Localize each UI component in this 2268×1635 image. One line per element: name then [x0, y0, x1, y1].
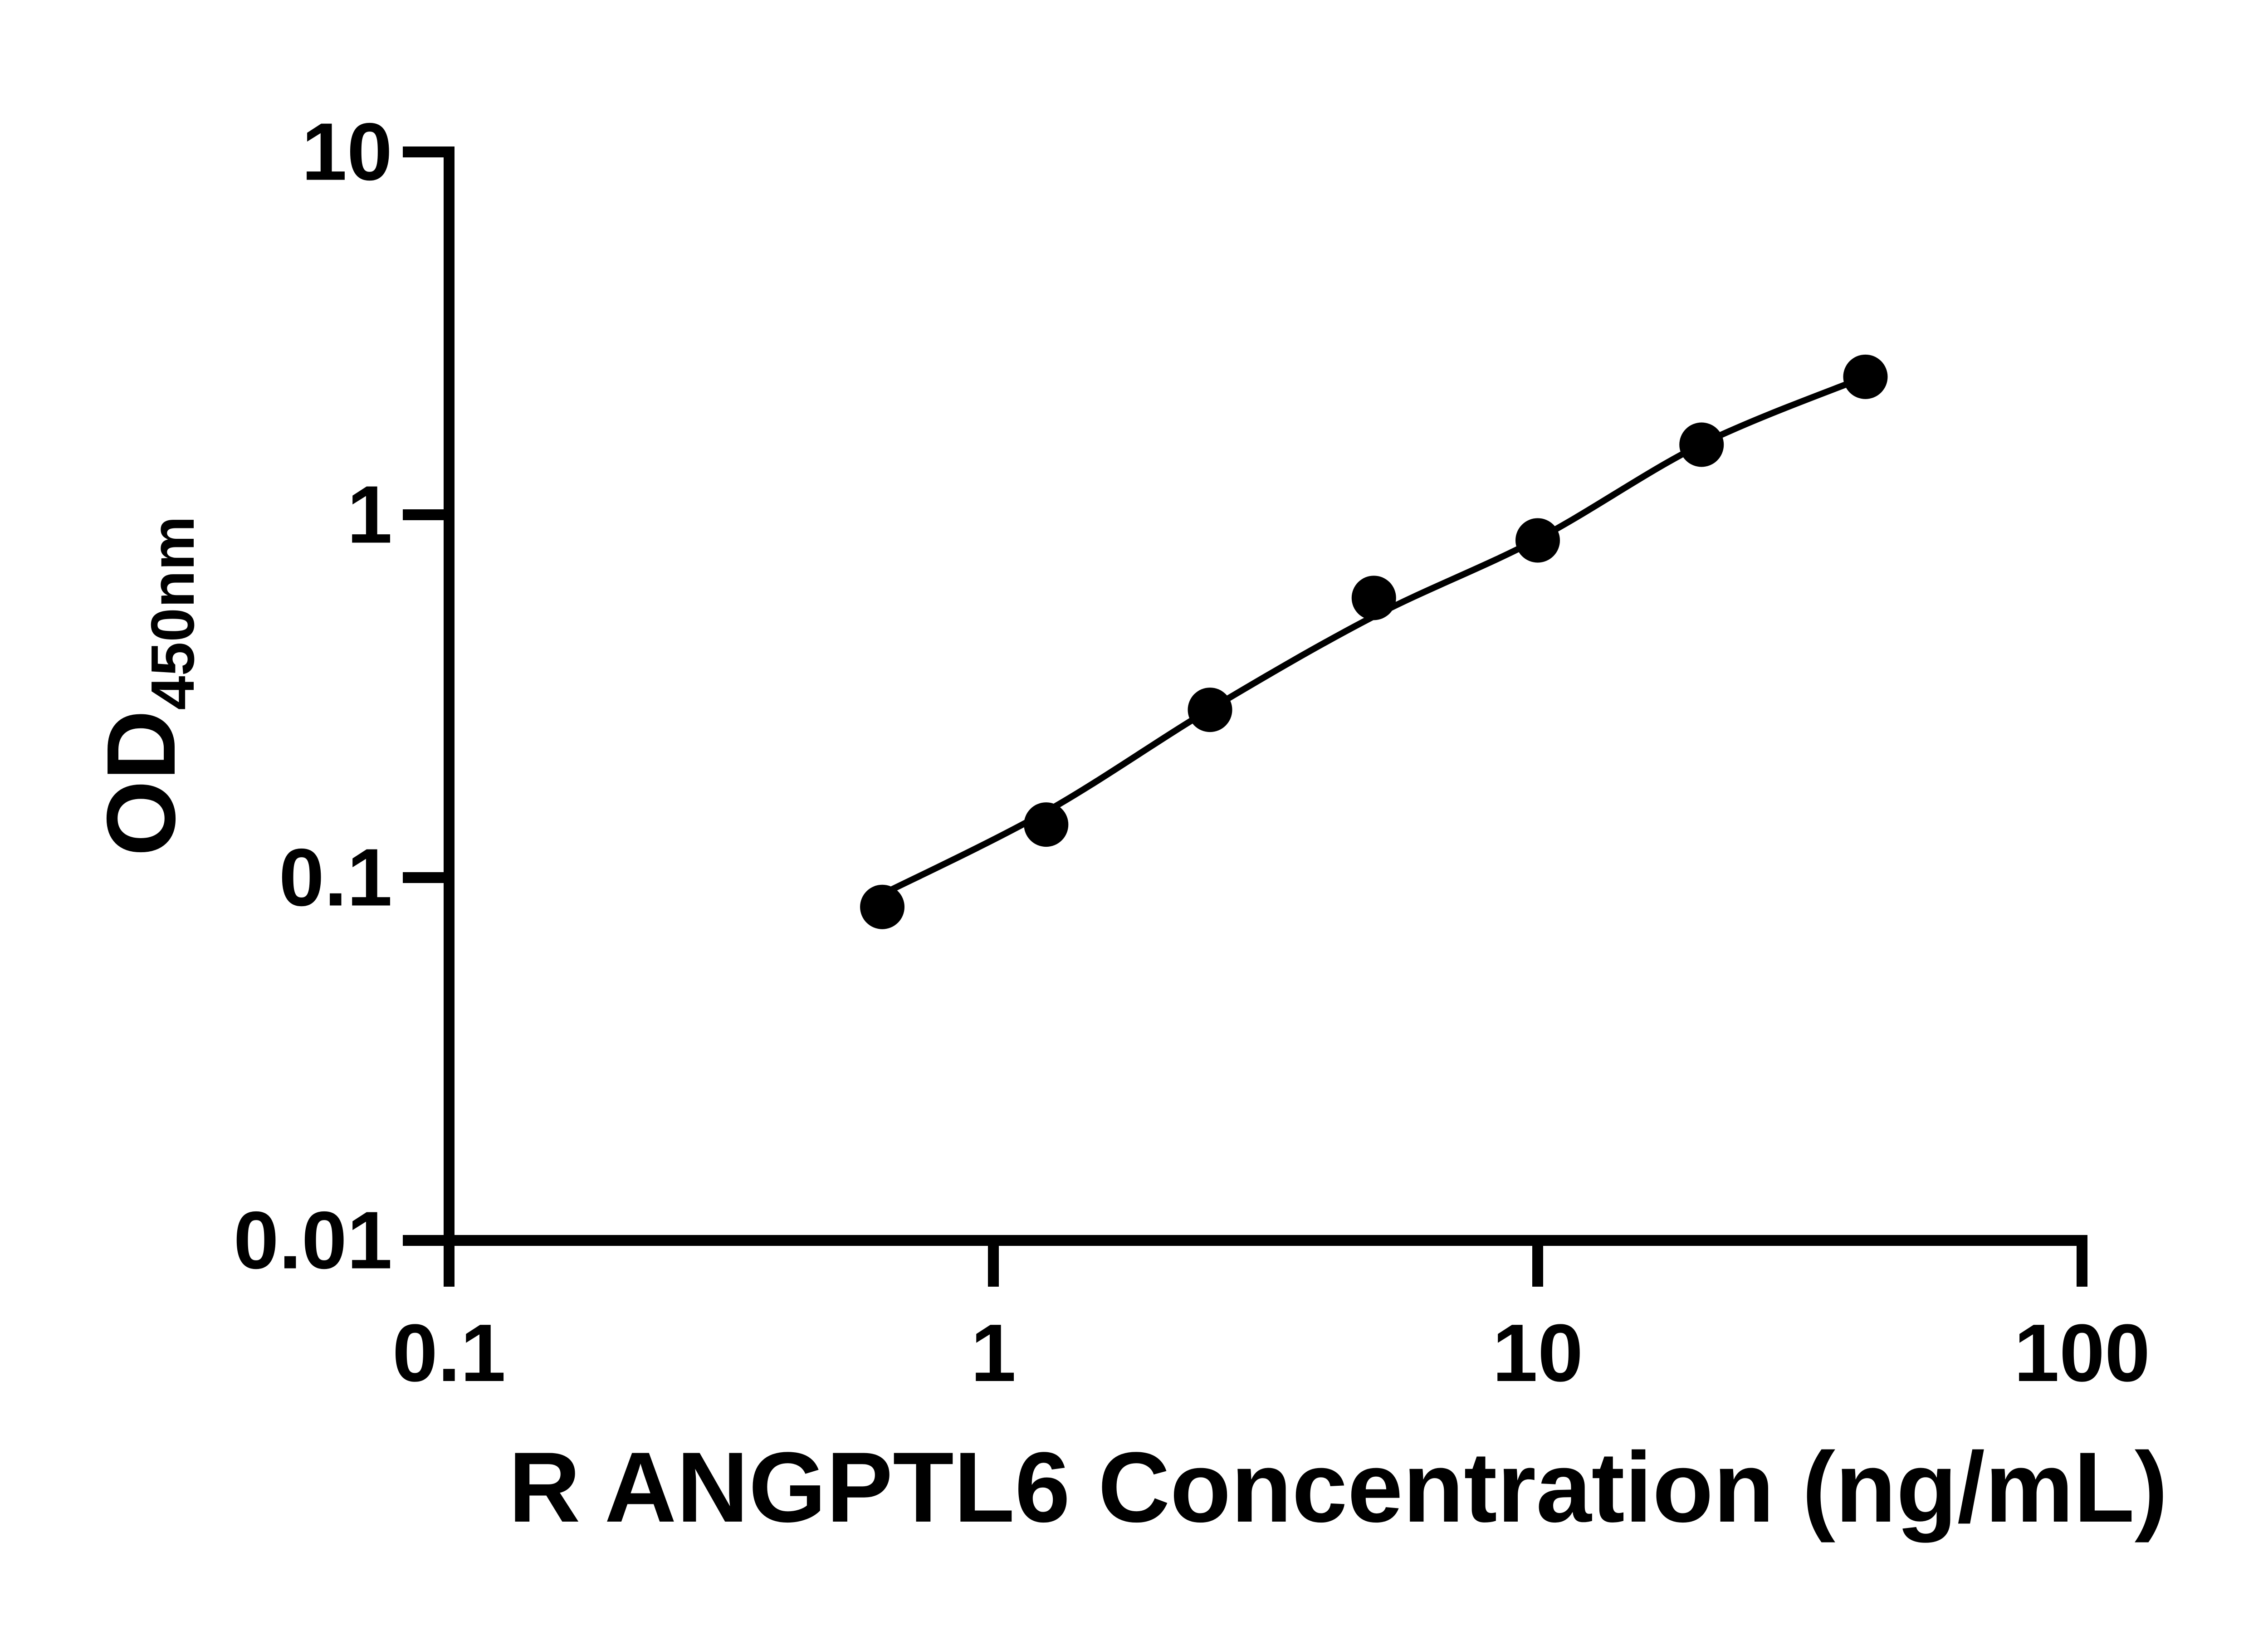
y-tick-label: 0.1 — [279, 832, 392, 923]
data-point-marker — [1024, 802, 1069, 847]
y-axis-title-subscript: 450nm — [138, 516, 207, 710]
y-tick-label: 1 — [347, 469, 392, 561]
y-axis-title-main: OD — [86, 710, 196, 857]
data-point-marker — [1515, 518, 1560, 563]
plot-area — [860, 354, 1888, 929]
data-point-marker — [860, 884, 905, 929]
data-point-marker — [1679, 422, 1724, 467]
data-point-marker — [1351, 576, 1396, 620]
x-tick-label: 100 — [2014, 1308, 2150, 1399]
x-tick-label: 1 — [971, 1308, 1016, 1399]
axes — [403, 146, 2087, 1287]
y-tick-label: 0.01 — [234, 1195, 392, 1286]
y-axis-title: OD450nm — [86, 516, 207, 856]
x-tick-label: 0.1 — [392, 1308, 506, 1399]
x-axis-title: R ANGPTL6 Concentration (ng/mL) — [508, 1431, 2168, 1543]
data-point-marker — [1843, 354, 1888, 399]
y-tick-label: 10 — [302, 107, 392, 198]
x-tick-label: 10 — [1492, 1308, 1583, 1399]
data-point-marker — [1188, 688, 1232, 732]
